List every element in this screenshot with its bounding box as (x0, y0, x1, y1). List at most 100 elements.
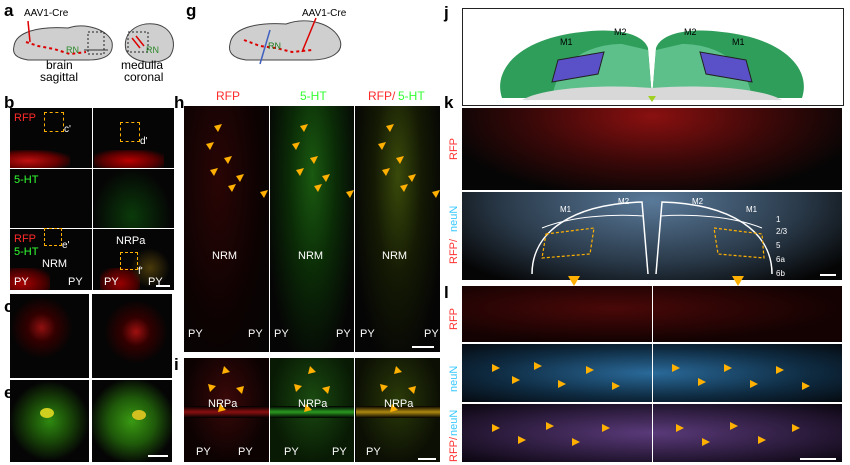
rn-label-a2: RN (146, 45, 159, 55)
panel-label-b: b (4, 93, 15, 112)
panel-j-m1-right: M1 (732, 37, 745, 47)
panel-b-py-3: PY (104, 276, 119, 288)
brain-sagittal-line1: brain (46, 58, 73, 72)
panel-h-nrm-3: NRM (382, 250, 408, 262)
panel-k-down-arrows (568, 276, 744, 286)
panel-k-m2-left: M2 (618, 197, 630, 206)
panel-h-divider-2 (354, 106, 355, 352)
panel-label-i: i (174, 355, 179, 374)
panel-i-arrows (208, 366, 416, 412)
panel-h-py-1: PY (188, 328, 203, 340)
brain-sagittal-schematic (13, 20, 174, 63)
panel-h-scale-bar (412, 346, 434, 348)
inset-label-c: c' (64, 124, 71, 135)
panel-b-py-1: PY (14, 276, 29, 288)
panel-label-j: j (444, 3, 449, 22)
panel-k-rfp-label: RFP (448, 138, 460, 160)
panel-b-merge-5ht: 5-HT (14, 246, 39, 258)
panel-l-arrows (492, 362, 810, 446)
layer-label-6a: 6a (776, 255, 785, 264)
panel-label-k: k (444, 93, 454, 112)
panel-l-merge-neun-label: neuN (448, 409, 460, 436)
panel-h-nrm-2: NRM (298, 250, 324, 262)
inset-box-d (120, 122, 140, 142)
panel-j-m2-right: M2 (684, 27, 697, 37)
panel-d-image (92, 294, 172, 378)
panel-f-scale-bar (148, 455, 168, 457)
panel-c-image (10, 294, 89, 378)
medulla-coronal-line2: coronal (124, 70, 164, 84)
injection-label-a: AAV1-Cre (24, 8, 69, 19)
inset-label-e: e' (62, 240, 70, 251)
panel-b-py-2: PY (68, 276, 83, 288)
inset-label-f: f' (138, 266, 143, 277)
panel-j-m1-left: M1 (560, 37, 573, 47)
panel-h-py-6: PY (424, 328, 439, 340)
rn-label-g: RN (268, 41, 281, 51)
panel-h-col-5ht: 5-HT (300, 89, 327, 103)
panel-l-merge-rfp-label: RFP/ (448, 436, 460, 462)
rn-label-a: RN (66, 45, 79, 55)
panel-i-nrpa-3: NRPa (384, 398, 414, 410)
panel-i-py-3: PY (284, 446, 299, 458)
panel-b-rfp-label: RFP (14, 112, 36, 124)
panel-j-m2-left: M2 (614, 27, 627, 37)
panel-b-divider-h1 (10, 168, 174, 169)
inset-box-c (44, 112, 64, 132)
panel-h-py-3: PY (274, 328, 289, 340)
panel-i-scale-bar (418, 458, 436, 460)
panel-i-py-2: PY (238, 446, 253, 458)
panel-h-divider-1 (269, 106, 270, 352)
panel-label-a: a (4, 1, 14, 20)
panel-i-nrpa-2: NRPa (298, 398, 328, 410)
panel-b-merge-rfp: RFP (14, 233, 36, 245)
panel-k-m2-right: M2 (692, 197, 704, 206)
brain-sagittal-schematic-g (229, 17, 342, 65)
panel-label-g: g (186, 1, 197, 20)
panel-l-divider (652, 286, 653, 462)
panel-i-py-4: PY (332, 446, 347, 458)
panel-h-image (184, 106, 440, 352)
panel-k-merge-neun-label: neuN (448, 205, 460, 232)
panel-h-col-rfp: RFP (216, 89, 240, 103)
layer-label-5: 5 (776, 241, 781, 250)
panel-l-neun-label: neuN (448, 365, 460, 392)
panel-label-e: e (4, 383, 14, 402)
panel-b-divider-v (92, 108, 93, 290)
panel-i-divider-2 (354, 358, 355, 462)
layer-label-1: 1 (776, 215, 781, 224)
panel-b-5ht-label: 5-HT (14, 174, 39, 186)
panel-i-divider-1 (269, 358, 270, 462)
panel-k-rfp-image (462, 108, 842, 190)
panel-h-col-merge-rfp: RFP/ (368, 89, 396, 103)
panel-e-image (10, 380, 89, 462)
injection-label-g: AAV1-Cre (302, 8, 347, 19)
panel-k-merge-rfp-label: RFP/ (448, 238, 460, 264)
panel-b-divider-h2 (10, 228, 174, 229)
panel-k-scale-bar (820, 274, 836, 276)
panel-h-py-2: PY (248, 328, 263, 340)
panel-k-region-outlines (531, 201, 773, 275)
panel-f-image (92, 380, 172, 462)
panel-i-py-1: PY (196, 446, 211, 458)
panel-h-py-5: PY (360, 328, 375, 340)
panel-b-nrm-label: NRM (42, 258, 68, 270)
panel-k-m1-right: M1 (746, 205, 758, 214)
brain-sagittal-line2: sagittal (40, 70, 79, 84)
panel-i-py-5: PY (366, 446, 381, 458)
inset-box-e (44, 228, 62, 246)
inset-box-f (120, 252, 138, 270)
panel-h-py-4: PY (336, 328, 351, 340)
panel-label-l: l (444, 283, 449, 302)
panel-label-h: h (174, 93, 185, 112)
panel-k-m1-left: M1 (560, 205, 572, 214)
layer-label-2-3: 2/3 (776, 227, 788, 236)
panel-k-merge-image (462, 192, 842, 280)
panel-h-arrows (206, 124, 440, 198)
layer-label-6b: 6b (776, 269, 785, 278)
inset-label-d: d' (140, 136, 148, 147)
panel-b-nrpa-label: NRPa (116, 235, 146, 247)
panel-h-nrm-1: NRM (212, 250, 238, 262)
panel-label-c: c (4, 297, 14, 316)
